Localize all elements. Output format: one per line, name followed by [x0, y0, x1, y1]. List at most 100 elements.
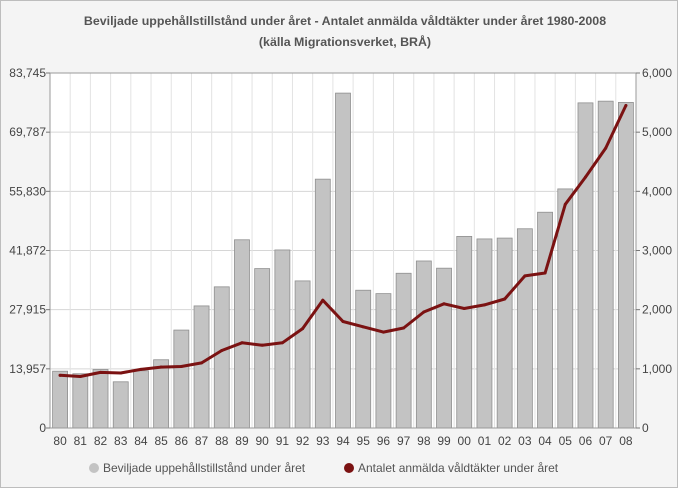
x-tick-label: 92 [296, 434, 310, 448]
line-point-87 [200, 361, 204, 365]
bar-87 [193, 305, 210, 429]
x-tick-label: 99 [437, 434, 451, 448]
right-tick-label: 2,000 [642, 303, 672, 317]
line-point-00 [462, 306, 466, 310]
bar-03 [516, 228, 533, 429]
x-tick-label: 82 [94, 434, 108, 448]
line-point-84 [139, 367, 143, 371]
line-point-81 [78, 375, 82, 379]
bar-85 [153, 359, 170, 429]
line-point-04 [543, 271, 547, 275]
bar-82 [92, 369, 109, 429]
legend: Beviljade uppehållstillstånd under året … [89, 461, 559, 475]
left-tick-label: 27,915 [9, 303, 46, 317]
line-point-98 [422, 310, 426, 314]
x-tick-label: 84 [134, 434, 148, 448]
x-tick-label: 90 [255, 434, 269, 448]
bar-80 [52, 370, 69, 429]
bar-98 [415, 260, 432, 429]
line-point-05 [563, 202, 567, 206]
x-tick-label: 05 [559, 434, 573, 448]
line-point-99 [442, 302, 446, 306]
x-tick-label: 02 [498, 434, 512, 448]
x-tick-label: 04 [538, 434, 552, 448]
bar-83 [112, 381, 129, 429]
left-tick-label: 0 [39, 421, 46, 435]
line-point-02 [503, 297, 507, 301]
left-tick-label: 69,787 [9, 125, 46, 139]
line-point-08 [624, 104, 628, 108]
line-point-86 [179, 364, 183, 368]
bar-96 [375, 293, 392, 429]
x-tick-label: 98 [417, 434, 431, 448]
x-tick-label: 91 [276, 434, 290, 448]
x-tick-label: 81 [74, 434, 88, 448]
x-tick-label: 86 [175, 434, 189, 448]
bar-88 [213, 286, 230, 429]
left-tick-label: 41,872 [9, 244, 46, 258]
line-point-95 [361, 325, 365, 329]
x-tick-label: 97 [397, 434, 411, 448]
x-tick-label: 94 [336, 434, 350, 448]
x-tick-label: 89 [235, 434, 249, 448]
line-point-89 [240, 341, 244, 345]
bar-86 [173, 329, 190, 429]
right-tick-label: 4,000 [642, 184, 672, 198]
bar-92 [294, 280, 311, 429]
line-point-94 [341, 320, 345, 323]
left-axis-ticks: 0 13,957 27,915 41,872 55,830 69,787 83,745 [9, 66, 50, 435]
right-tick-label: 0 [642, 421, 649, 435]
bar-84 [133, 370, 149, 429]
line-point-93 [321, 298, 325, 302]
bar-series [52, 92, 634, 429]
line-point-91 [280, 341, 284, 345]
x-tick-label: 03 [518, 434, 532, 448]
left-tick-label: 55,830 [9, 184, 46, 198]
line-point-01 [482, 303, 486, 307]
line-point-90 [260, 343, 264, 347]
x-tick-label: 95 [357, 434, 371, 448]
bar-89 [234, 239, 250, 429]
chart-title-line-2: (källa Migrationsverket, BRÅ) [259, 34, 431, 49]
legend-marker-bars [89, 463, 99, 473]
x-axis-ticks: 80 81 82 83 84 85 86 87 88 89 90 91 92 93 94 95 96 97 98 99… [53, 434, 632, 448]
x-tick-label: 96 [377, 434, 391, 448]
bar-97 [395, 272, 412, 429]
x-tick-label: 83 [114, 434, 128, 448]
bar-81 [72, 373, 89, 429]
x-tick-label: 85 [154, 434, 168, 448]
x-tick-label: 93 [316, 434, 330, 448]
bar-02 [496, 237, 513, 429]
right-tick-label: 6,000 [642, 66, 672, 80]
x-tick-label: 01 [478, 434, 492, 448]
line-series [58, 104, 628, 379]
left-tick-label: 13,957 [9, 362, 46, 376]
x-tick-label: 88 [215, 434, 229, 448]
left-tick-label: 83,745 [9, 66, 46, 80]
x-tick-label: 06 [579, 434, 593, 448]
line-point-92 [301, 327, 305, 331]
legend-marker-line [344, 463, 354, 473]
bar-06 [577, 102, 594, 429]
bar-94 [335, 92, 351, 429]
legend-label-bars: Beviljade uppehållstillstånd under året [103, 461, 306, 475]
line-point-88 [220, 348, 224, 352]
bar-90 [254, 268, 271, 429]
line-point-83 [119, 371, 123, 375]
right-axis-ticks: 0 1,000 2,000 3,000 4,000 5,000 6,000 [636, 66, 672, 435]
line-point-07 [604, 146, 608, 150]
line-point-85 [159, 365, 163, 369]
line-point-06 [583, 175, 587, 179]
line-point-97 [402, 326, 406, 330]
line-point-03 [523, 274, 527, 278]
bar-99 [436, 267, 452, 429]
bar-01 [476, 238, 493, 429]
x-tick-label: 08 [619, 434, 633, 448]
line-point-80 [58, 373, 62, 377]
bar-04 [537, 211, 553, 429]
bar-00 [456, 235, 473, 429]
x-tick-label: 07 [599, 434, 613, 448]
bar-95 [355, 289, 372, 429]
line-point-82 [99, 370, 103, 374]
